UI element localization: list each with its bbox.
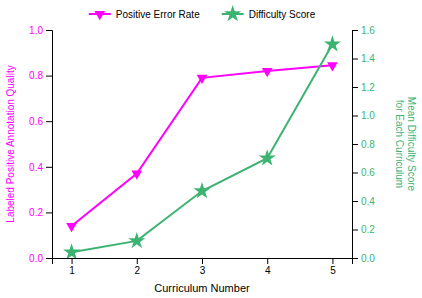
tick: 0.0 (352, 253, 375, 264)
tick: 1.2 (352, 82, 375, 93)
tick-label: 0.2 (29, 207, 43, 218)
tick-label: 2 (135, 265, 141, 276)
y-axis-title: Labeled Positive Annotation Quality (5, 65, 16, 222)
tick-mark (46, 167, 52, 168)
tick-label: 1.0 (29, 25, 43, 36)
tick: 3 (200, 258, 206, 276)
x-axis-title: Curriculum Number (154, 282, 250, 294)
point (259, 149, 276, 165)
point (128, 232, 145, 248)
chart: 1 2 3 4 5 0.0 0.2 0.4 0.6 0.8 1.0 0.0 0.2 0.4 0.6 0.8 1.… (0, 0, 422, 298)
tick: 2 (135, 258, 141, 276)
tick: 0.8 (29, 70, 52, 81)
y2-axis-title: Mean Difficulty Scorefor Each Curriculum (394, 97, 417, 192)
point (63, 243, 80, 258)
y2-axis: 0.0 0.2 0.4 0.6 0.8 1.0 1.2 1.4 1.6 (352, 25, 375, 264)
legend-marker (224, 5, 241, 21)
legend-item: Positive Error Rate (89, 9, 200, 21)
tick-label: 1 (69, 265, 75, 276)
tick-mark (352, 258, 358, 259)
series-line (72, 65, 333, 226)
point (197, 75, 208, 84)
tick-label: 1.4 (361, 53, 375, 64)
tick-mark (46, 30, 52, 31)
tick-label: 0.0 (29, 253, 43, 264)
tick: 0.0 (29, 253, 52, 264)
tick: 0.6 (29, 116, 52, 127)
tick: 0.4 (352, 196, 375, 207)
axis-line (353, 31, 359, 259)
tick-mark (352, 87, 358, 88)
tick-label: 1.2 (361, 82, 375, 93)
tick-label: 0.4 (29, 162, 43, 173)
tick-mark (267, 258, 268, 264)
tick-label: 0.4 (361, 196, 375, 207)
tick: 1.0 (352, 110, 375, 121)
legend: Positive Error Rate Difficulty Score (89, 5, 316, 21)
tick-mark (46, 212, 52, 213)
tick-mark (46, 258, 52, 259)
tick-mark (72, 258, 73, 264)
tick: 0.2 (29, 207, 52, 218)
tick-label: 0.8 (361, 139, 375, 150)
tick: 1 (69, 258, 75, 276)
tick-mark (352, 59, 358, 60)
axis-line (53, 259, 353, 265)
legend-marker (94, 11, 105, 20)
tick-label: 3 (200, 265, 206, 276)
tick-label: 0.0 (361, 253, 375, 264)
tick: 0.6 (352, 167, 375, 178)
x-axis: 1 2 3 4 5 (53, 258, 353, 276)
tick: 1.0 (29, 25, 52, 36)
tick: 1.6 (352, 25, 375, 36)
tick-label: 0.6 (29, 116, 43, 127)
tick-mark (352, 230, 358, 231)
tick-mark (137, 258, 138, 264)
tick: 0.2 (352, 224, 375, 235)
tick-mark (202, 258, 203, 264)
legend-item: Difficulty Score (222, 5, 316, 21)
marks (63, 35, 341, 258)
tick-mark (352, 144, 358, 145)
tick: 5 (330, 258, 336, 276)
tick-mark (46, 121, 52, 122)
point (327, 62, 338, 71)
point (324, 35, 341, 51)
y-axis: 0.0 0.2 0.4 0.6 0.8 1.0 (29, 25, 52, 264)
tick-label: 5 (330, 265, 336, 276)
y2-axis-title-line: Mean Difficulty Score (406, 97, 417, 192)
point (262, 68, 273, 77)
tick-label: 4 (265, 265, 271, 276)
plot: 1 2 3 4 5 0.0 0.2 0.4 0.6 0.8 1.0 0.0 0.2 0.4 0.6 0.8 1.… (29, 25, 375, 276)
tick-mark (352, 201, 358, 202)
point (193, 182, 210, 198)
tick-mark (46, 76, 52, 77)
series-line (72, 44, 333, 252)
legend-label: Difficulty Score (249, 9, 316, 20)
tick-mark (352, 116, 358, 117)
tick-label: 0.8 (29, 70, 43, 81)
tick: 4 (265, 258, 271, 276)
y2-axis-title-line: for Each Curriculum (394, 100, 405, 188)
tick-mark (352, 30, 358, 31)
axis-line (46, 31, 53, 259)
legend-label: Positive Error Rate (116, 9, 200, 20)
tick-label: 0.2 (361, 224, 375, 235)
tick-mark (352, 173, 358, 174)
tick-label: 0.6 (361, 167, 375, 178)
tick: 0.4 (29, 162, 52, 173)
tick-label: 1.0 (361, 110, 375, 121)
tick: 0.8 (352, 139, 375, 150)
tick-mark (332, 258, 333, 264)
tick: 1.4 (352, 53, 375, 64)
point (66, 223, 77, 232)
point (131, 171, 142, 180)
tick-label: 1.6 (361, 25, 375, 36)
